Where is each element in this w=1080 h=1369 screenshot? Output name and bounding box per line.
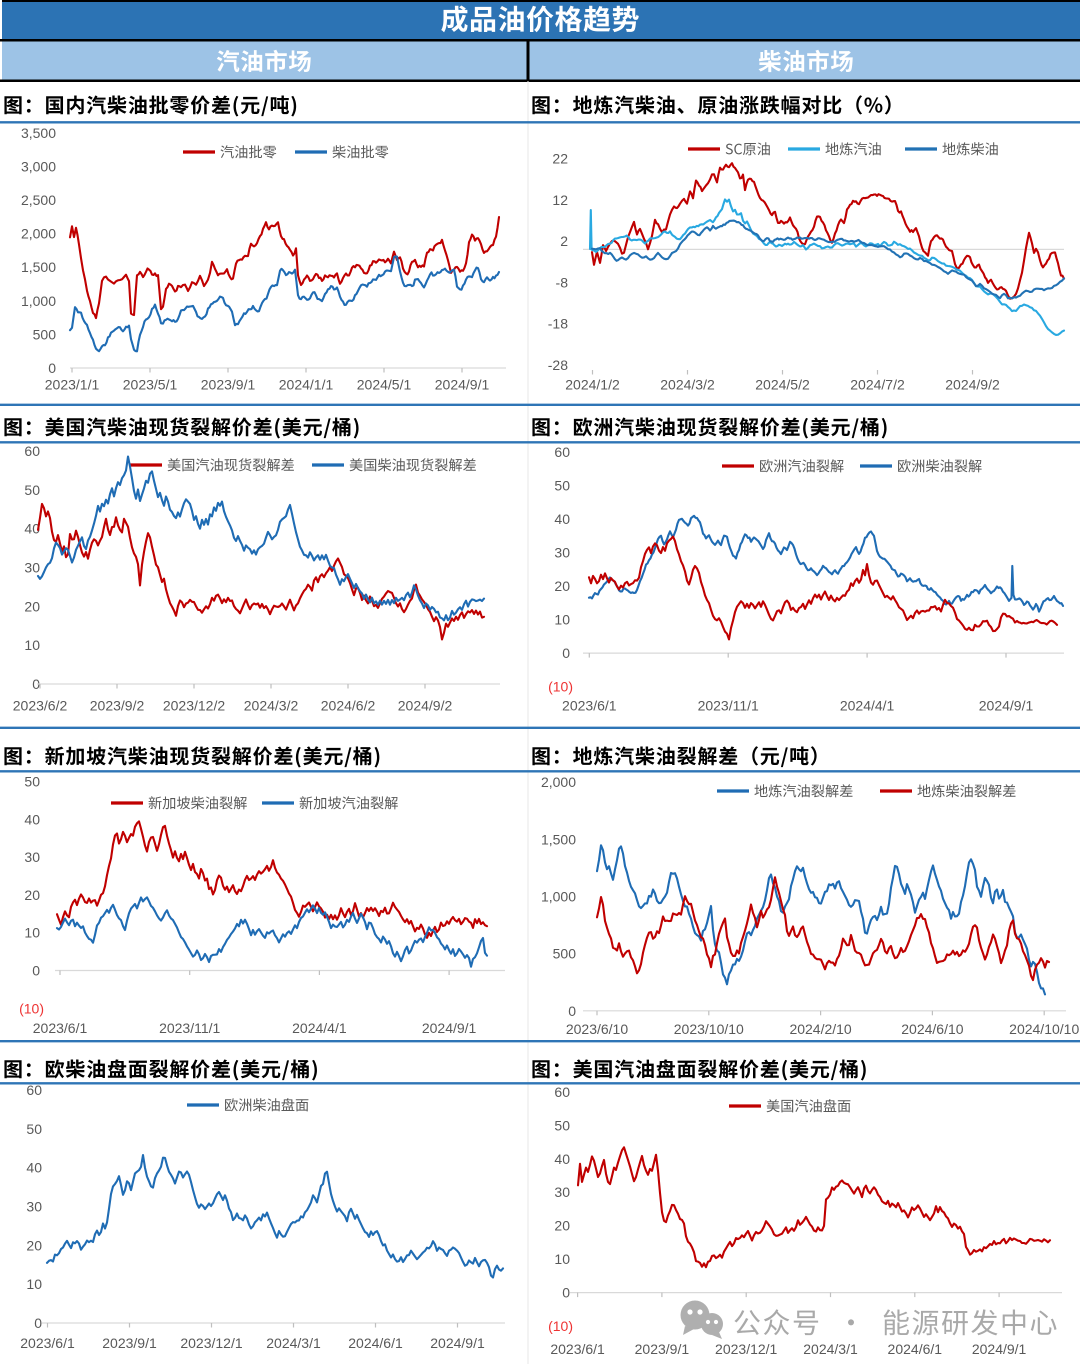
svg-text:60: 60 xyxy=(26,1082,42,1098)
svg-text:(10): (10) xyxy=(19,1000,44,1016)
svg-text:3,500: 3,500 xyxy=(21,125,56,141)
svg-text:2024/5/1: 2024/5/1 xyxy=(357,377,412,393)
svg-text:40: 40 xyxy=(554,1151,570,1167)
svg-text:40: 40 xyxy=(24,811,40,827)
svg-text:10: 10 xyxy=(554,1251,570,1267)
svg-text:0: 0 xyxy=(48,360,56,376)
svg-text:10: 10 xyxy=(24,925,40,941)
svg-text:1,000: 1,000 xyxy=(541,888,576,904)
svg-text:20: 20 xyxy=(554,1218,570,1234)
svg-text:2024/6/2: 2024/6/2 xyxy=(321,698,376,714)
svg-text:2024/3/1: 2024/3/1 xyxy=(803,1341,858,1357)
svg-text:2023/9/2: 2023/9/2 xyxy=(90,698,145,714)
svg-text:2023/6/1: 2023/6/1 xyxy=(562,698,617,714)
svg-text:2024/5/2: 2024/5/2 xyxy=(755,377,810,393)
svg-text:20: 20 xyxy=(24,887,40,903)
svg-text:2023/9/1: 2023/9/1 xyxy=(635,1341,690,1357)
svg-text:2023/6/1: 2023/6/1 xyxy=(33,1020,88,1036)
svg-text:(10): (10) xyxy=(548,1318,573,1334)
svg-text:2024/1/1: 2024/1/1 xyxy=(279,377,334,393)
svg-text:2024/9/1: 2024/9/1 xyxy=(972,1341,1027,1357)
svg-text:2024/4/1: 2024/4/1 xyxy=(292,1020,347,1036)
svg-text:2023/12/1: 2023/12/1 xyxy=(715,1341,777,1357)
svg-text:2,000: 2,000 xyxy=(541,774,576,790)
svg-text:0: 0 xyxy=(32,963,40,979)
svg-text:0: 0 xyxy=(568,1003,576,1019)
svg-text:1,000: 1,000 xyxy=(21,293,56,309)
svg-text:2023/6/1: 2023/6/1 xyxy=(550,1341,605,1357)
svg-text:2023/6/1: 2023/6/1 xyxy=(20,1335,75,1351)
svg-text:1,500: 1,500 xyxy=(541,831,576,847)
svg-text:60: 60 xyxy=(554,444,570,460)
svg-text:40: 40 xyxy=(24,521,40,537)
svg-text:20: 20 xyxy=(26,1237,42,1253)
svg-text:30: 30 xyxy=(554,545,570,561)
svg-text:10: 10 xyxy=(24,637,40,653)
svg-text:2024/10/10: 2024/10/10 xyxy=(1009,1021,1079,1037)
svg-text:0: 0 xyxy=(562,1285,570,1301)
svg-text:0: 0 xyxy=(562,645,570,661)
svg-text:2023/12/1: 2023/12/1 xyxy=(180,1335,242,1351)
svg-text:2024/9/2: 2024/9/2 xyxy=(398,698,453,714)
svg-text:30: 30 xyxy=(24,560,40,576)
svg-text:2024/6/1: 2024/6/1 xyxy=(348,1335,403,1351)
svg-text:500: 500 xyxy=(33,326,57,342)
svg-text:20: 20 xyxy=(554,578,570,594)
svg-text:0: 0 xyxy=(32,676,40,692)
svg-text:-28: -28 xyxy=(548,357,568,373)
svg-text:3,000: 3,000 xyxy=(21,158,56,174)
svg-text:2024/6/1: 2024/6/1 xyxy=(888,1341,943,1357)
svg-text:30: 30 xyxy=(24,849,40,865)
svg-text:50: 50 xyxy=(554,477,570,493)
svg-text:2023/11/1: 2023/11/1 xyxy=(698,698,759,714)
svg-text:500: 500 xyxy=(553,946,577,962)
svg-text:2024/1/2: 2024/1/2 xyxy=(565,377,620,393)
svg-text:22: 22 xyxy=(552,151,568,167)
svg-text:30: 30 xyxy=(26,1199,42,1215)
svg-text:60: 60 xyxy=(24,443,40,459)
svg-text:-8: -8 xyxy=(556,274,569,290)
svg-text:2024/2/10: 2024/2/10 xyxy=(789,1021,851,1037)
svg-text:40: 40 xyxy=(26,1160,42,1176)
svg-text:2024/4/1: 2024/4/1 xyxy=(840,698,895,714)
svg-text:2024/6/10: 2024/6/10 xyxy=(901,1021,963,1037)
svg-text:2023/6/2: 2023/6/2 xyxy=(13,698,68,714)
svg-text:2023/1/1: 2023/1/1 xyxy=(45,377,100,393)
svg-text:2024/9/2: 2024/9/2 xyxy=(945,377,1000,393)
svg-text:2024/3/2: 2024/3/2 xyxy=(244,698,299,714)
svg-text:2023/10/10: 2023/10/10 xyxy=(674,1021,744,1037)
svg-text:2024/9/1: 2024/9/1 xyxy=(435,377,490,393)
svg-text:2023/9/1: 2023/9/1 xyxy=(201,377,256,393)
svg-text:60: 60 xyxy=(554,1084,570,1100)
svg-text:2,000: 2,000 xyxy=(21,226,56,242)
svg-text:2024/7/2: 2024/7/2 xyxy=(850,377,905,393)
svg-text:2,500: 2,500 xyxy=(21,192,56,208)
svg-text:10: 10 xyxy=(554,612,570,628)
svg-text:40: 40 xyxy=(554,511,570,527)
svg-text:2: 2 xyxy=(560,233,568,249)
svg-text:50: 50 xyxy=(24,774,40,790)
svg-text:2023/5/1: 2023/5/1 xyxy=(123,377,178,393)
svg-text:2024/3/2: 2024/3/2 xyxy=(660,377,715,393)
svg-text:2024/9/1: 2024/9/1 xyxy=(430,1335,485,1351)
svg-text:50: 50 xyxy=(26,1121,42,1137)
svg-text:2023/6/10: 2023/6/10 xyxy=(566,1021,628,1037)
svg-text:30: 30 xyxy=(554,1184,570,1200)
svg-text:10: 10 xyxy=(26,1276,42,1292)
svg-text:12: 12 xyxy=(552,192,568,208)
svg-text:-18: -18 xyxy=(548,316,568,332)
svg-text:50: 50 xyxy=(24,482,40,498)
svg-text:(10): (10) xyxy=(548,679,573,695)
svg-text:2023/9/1: 2023/9/1 xyxy=(102,1335,157,1351)
svg-text:2024/3/1: 2024/3/1 xyxy=(266,1335,321,1351)
svg-text:2024/9/1: 2024/9/1 xyxy=(422,1020,477,1036)
svg-text:2023/11/1: 2023/11/1 xyxy=(159,1020,220,1036)
svg-text:1,500: 1,500 xyxy=(21,259,56,275)
svg-text:0: 0 xyxy=(34,1315,42,1331)
svg-text:50: 50 xyxy=(554,1117,570,1133)
svg-text:20: 20 xyxy=(24,598,40,614)
svg-text:2024/9/1: 2024/9/1 xyxy=(979,698,1034,714)
svg-text:2023/12/2: 2023/12/2 xyxy=(163,698,225,714)
